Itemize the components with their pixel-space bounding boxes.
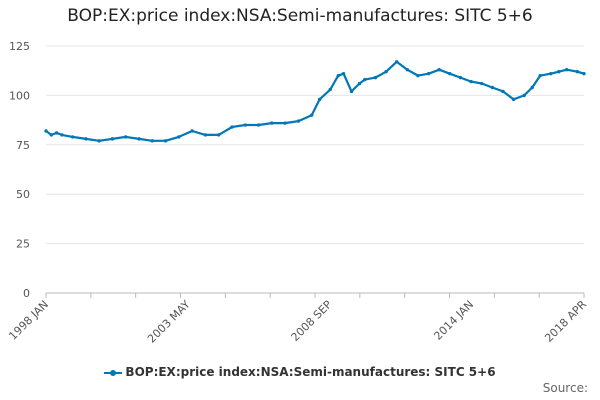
data-point: [394, 60, 399, 64]
data-point: [349, 89, 354, 94]
data-point: [575, 69, 580, 74]
x-tick-label: 2008 SEP: [289, 298, 335, 344]
y-tick-label: 75: [16, 139, 30, 152]
x-tick-label: 2003 MAY: [145, 298, 193, 346]
data-point: [270, 121, 274, 125]
data-point: [336, 73, 340, 78]
data-point: [84, 137, 88, 141]
data-point: [416, 73, 420, 78]
data-point: [363, 77, 367, 82]
series-layer: [44, 60, 586, 143]
data-point: [405, 68, 410, 72]
data-point: [511, 97, 516, 102]
data-point: [97, 139, 101, 143]
legend[interactable]: BOP:EX:price index:NSA:Semi-manufactures…: [0, 365, 600, 379]
legend-swatch: [104, 369, 123, 376]
y-tick-label: 0: [23, 287, 30, 300]
data-point: [124, 135, 128, 139]
data-point: [538, 73, 542, 78]
x-axis: 1998 JAN 2003 MAY 2008 SEP 2014 JAN 2018 APR: [6, 293, 589, 346]
data-point: [557, 69, 561, 74]
data-point: [458, 75, 463, 80]
data-point: [582, 71, 586, 76]
data-point: [296, 119, 301, 123]
source-label: Source:: [542, 381, 588, 395]
data-point: [216, 133, 221, 137]
data-point: [469, 79, 473, 84]
data-point: [501, 89, 505, 94]
data-point: [230, 125, 234, 129]
y-tick-label: 100: [9, 89, 30, 102]
data-point: [44, 129, 48, 133]
x-tick-label: 2014 JAN: [431, 298, 476, 343]
data-point: [549, 71, 553, 76]
data-point: [480, 81, 484, 86]
y-tick-label: 125: [9, 40, 30, 53]
data-point: [60, 133, 64, 137]
x-tick-label: 1998 JAN: [6, 298, 51, 343]
data-point: [49, 133, 54, 137]
chart-title: BOP:EX:price index:NSA:Semi-manufactures…: [67, 6, 533, 26]
legend-label: BOP:EX:price index:NSA:Semi-manufactures…: [125, 365, 496, 379]
data-point: [490, 85, 495, 90]
data-point: [283, 121, 287, 125]
data-point: [373, 75, 378, 80]
data-point: [256, 123, 261, 127]
series-line: [44, 60, 586, 142]
y-tick-label: 50: [16, 188, 30, 201]
data-point: [384, 69, 388, 74]
data-point: [243, 123, 247, 127]
data-point: [448, 71, 452, 76]
data-point: [70, 135, 75, 139]
y-axis: 0 25 50 75 100 125: [9, 40, 30, 300]
data-point: [150, 139, 154, 143]
data-point: [437, 68, 441, 72]
data-point: [163, 139, 168, 143]
data-point: [426, 71, 431, 76]
data-point: [530, 85, 534, 90]
data-point: [54, 131, 59, 135]
data-point: [190, 129, 194, 133]
data-point: [565, 68, 569, 72]
data-point: [137, 137, 141, 141]
data-point: [357, 81, 362, 86]
data-point: [110, 137, 115, 141]
data-point: [328, 87, 332, 92]
data-point: [203, 133, 208, 137]
x-tick-label: 2018 APR: [542, 298, 589, 345]
gridlines: [46, 45, 584, 294]
data-point: [341, 71, 346, 76]
data-point: [522, 93, 526, 98]
data-point: [177, 135, 181, 139]
y-tick-label: 25: [16, 238, 30, 251]
data-point: [309, 113, 314, 117]
data-point: [317, 97, 322, 102]
